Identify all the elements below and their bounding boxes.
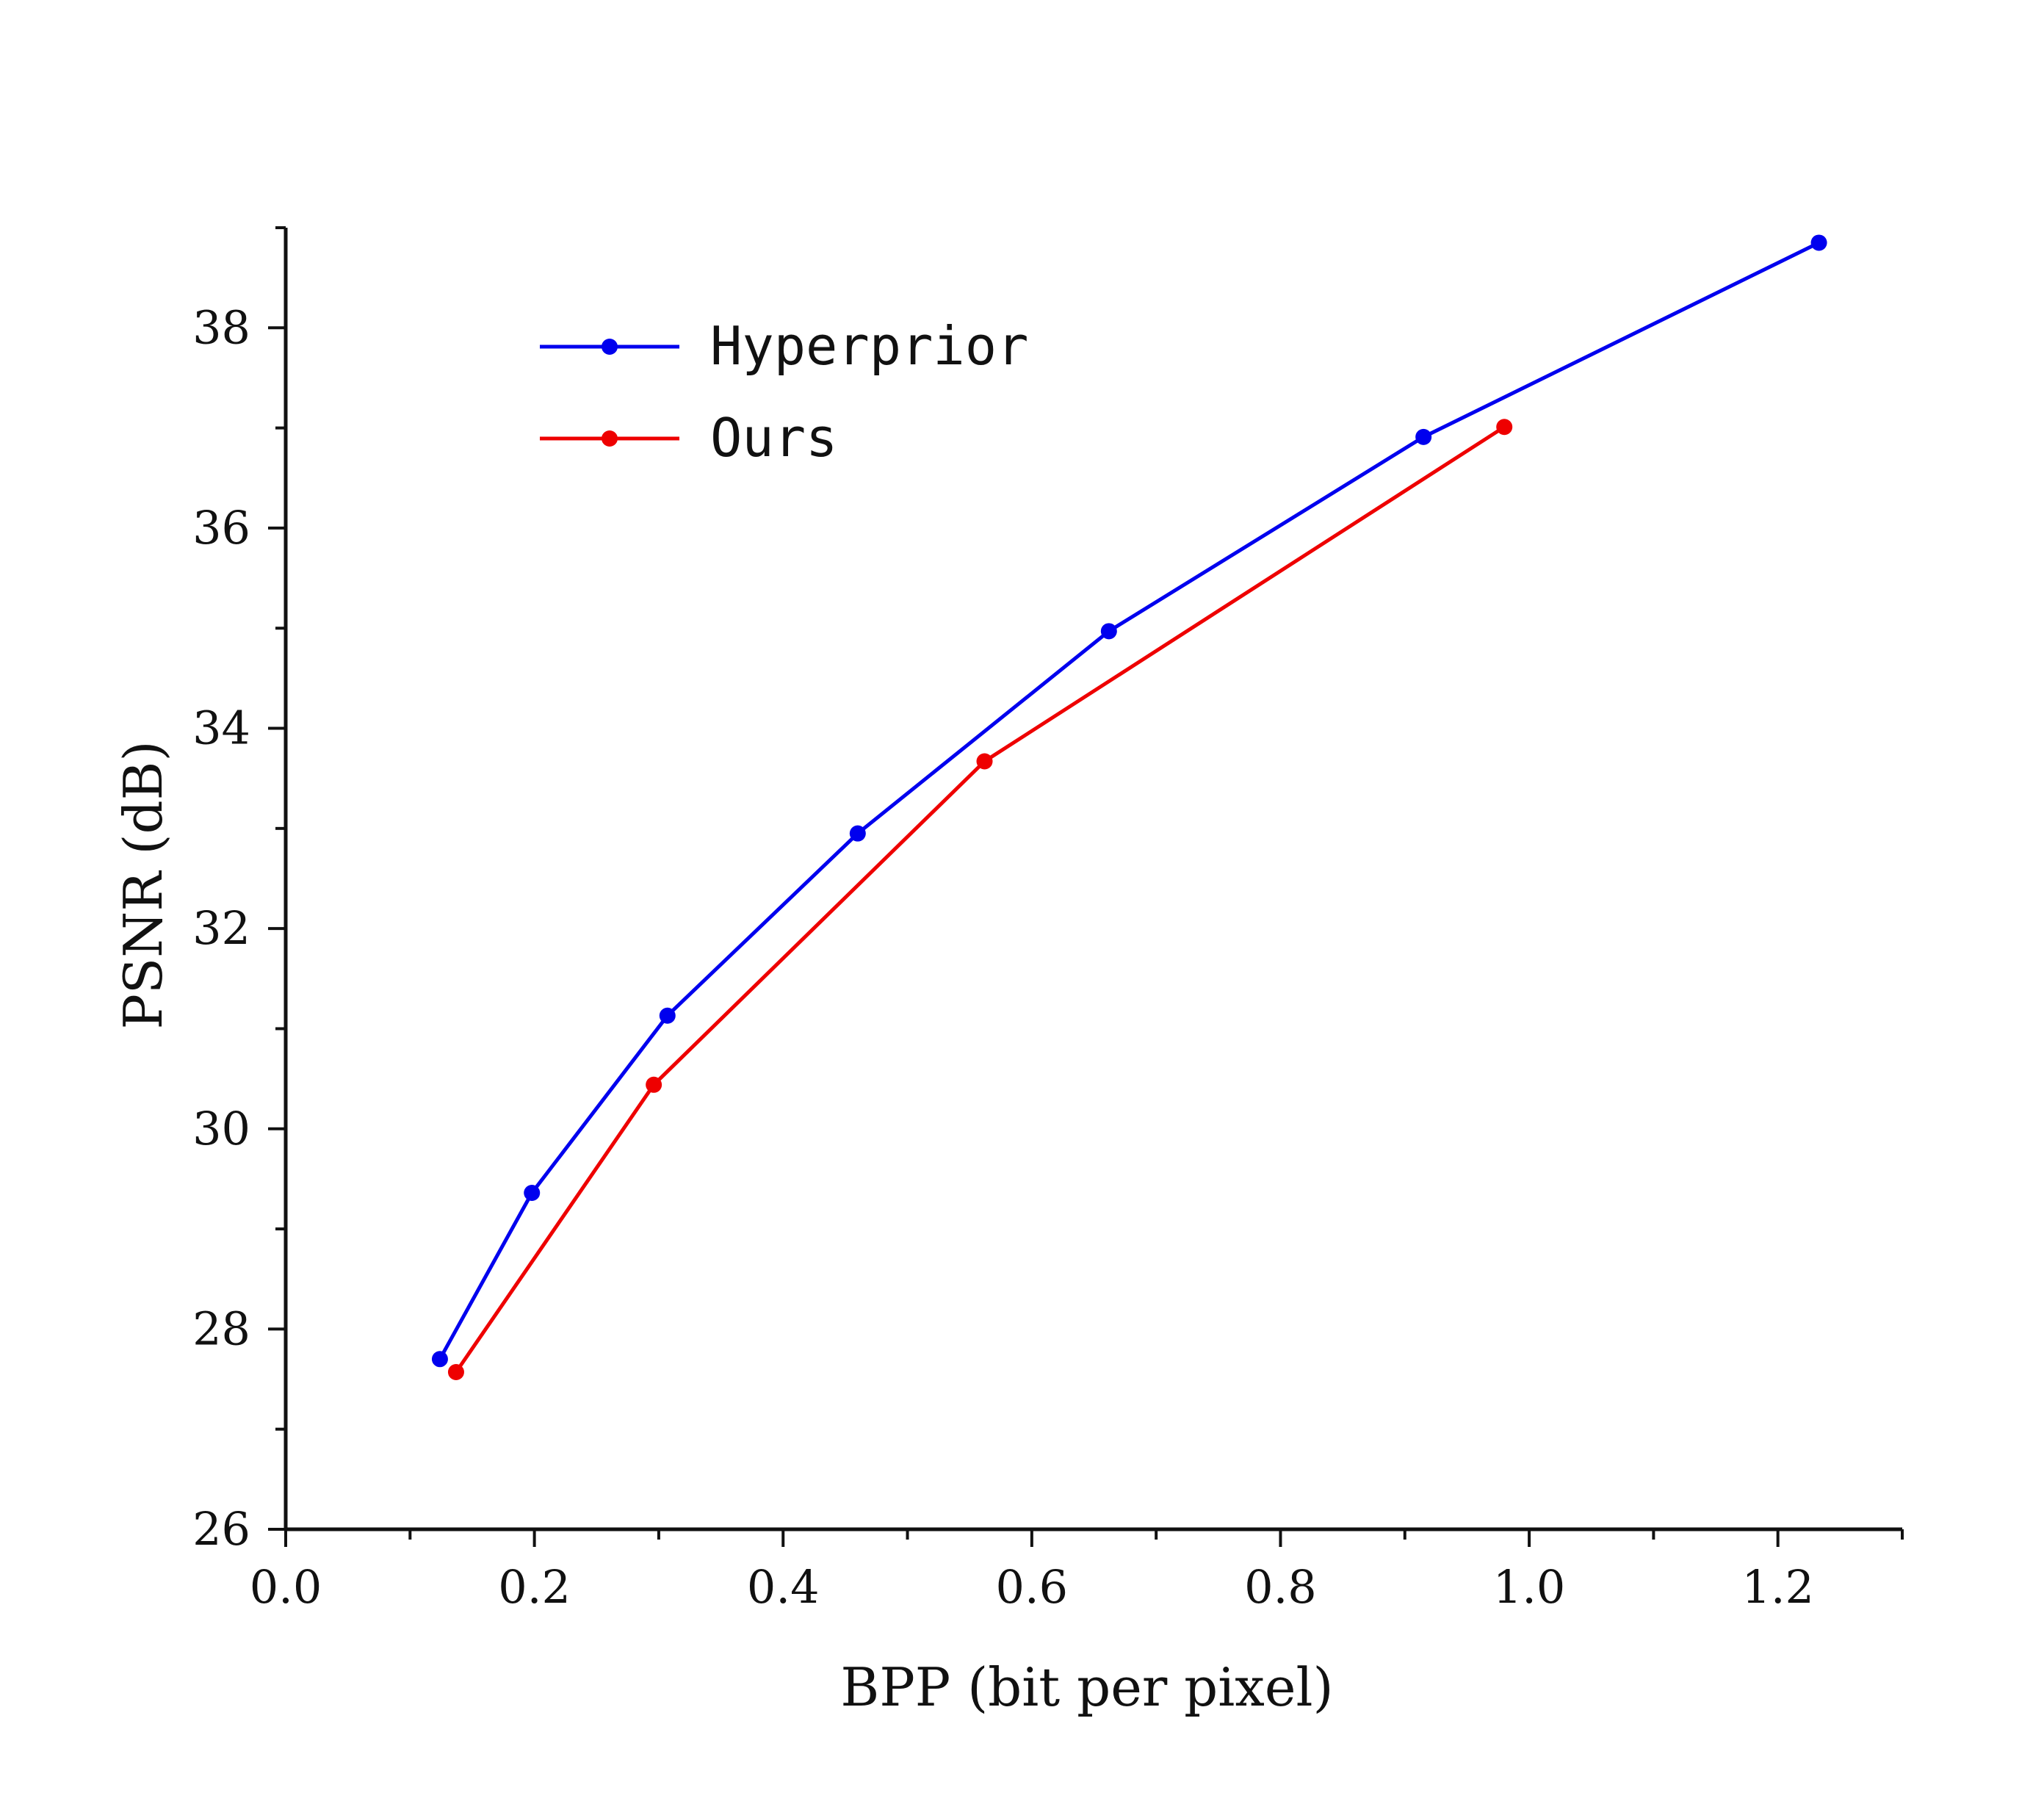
y-tick-label: 32 (192, 901, 250, 955)
legend: Hyperprior Ours (540, 315, 1028, 469)
x-tick-label: 1.2 (1741, 1560, 1814, 1614)
data-point-hyperprior (849, 825, 866, 842)
legend-marker-hyperprior (602, 339, 618, 355)
x-tick-label: 0.8 (1244, 1560, 1317, 1614)
data-point-hyperprior (1415, 428, 1432, 445)
data-point-ours (976, 753, 993, 770)
x-tick-label: 0.4 (747, 1560, 820, 1614)
series-layer (431, 234, 1827, 1380)
data-point-hyperprior (659, 1007, 676, 1024)
data-point-ours (447, 1363, 464, 1380)
x-axis-title: BPP (bit per pixel) (840, 1656, 1333, 1718)
y-tick-label: 36 (192, 501, 250, 555)
series-line-hyperprior (438, 241, 1820, 1360)
series-line-ours (454, 425, 1506, 1374)
y-axis-title: PSNR (dB) (112, 740, 174, 1029)
axes: 0.0 0.2 0.4 0.6 0.8 1.0 1.2 26 28 30 32 34 36 38 (192, 226, 1904, 1614)
data-point-ours (646, 1076, 662, 1093)
x-tick-label: 0.0 (250, 1560, 322, 1614)
data-point-hyperprior (1810, 234, 1827, 251)
x-tick-label: 1.0 (1493, 1560, 1566, 1614)
data-point-hyperprior (524, 1185, 541, 1202)
data-point-ours (1496, 419, 1513, 436)
data-point-hyperprior (1100, 623, 1117, 640)
data-point-hyperprior (431, 1351, 448, 1368)
x-tick-label: 0.2 (498, 1560, 571, 1614)
legend-label-ours: Ours (710, 407, 837, 469)
legend-marker-ours (602, 430, 618, 447)
y-tick-label: 34 (192, 701, 250, 755)
x-tick-label: 0.6 (996, 1560, 1069, 1614)
legend-label-hyperprior: Hyperprior (710, 315, 1028, 377)
y-tick-label: 26 (192, 1502, 250, 1556)
y-tick-label: 30 (192, 1102, 250, 1155)
y-tick-label: 38 (192, 300, 250, 354)
y-tick-label: 28 (192, 1302, 250, 1355)
